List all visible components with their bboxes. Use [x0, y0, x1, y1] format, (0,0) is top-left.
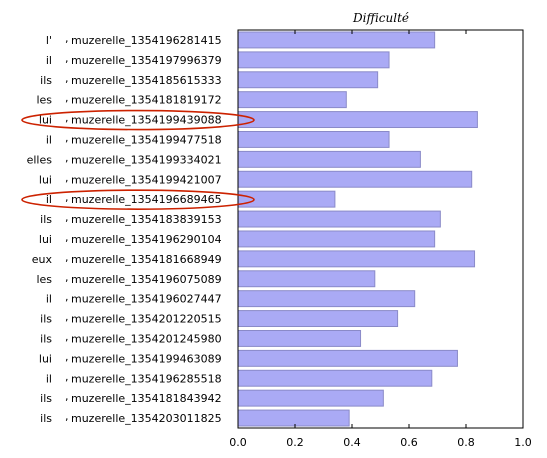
x-tick-label: 0.8: [457, 436, 475, 449]
bar: [237, 409, 350, 427]
highlight-annotations: [21, 109, 255, 210]
x-tick-label: 0.0: [229, 436, 247, 449]
row-mark: ,: [65, 151, 69, 164]
row-id-label: muzerelle_1354196285518: [71, 372, 222, 385]
row-id-label: muzerelle_1354199421007: [71, 173, 222, 186]
bar: [237, 150, 421, 168]
bar: [237, 290, 416, 308]
row-id-label: muzerelle_1354181843942: [71, 392, 222, 405]
row-mark: ,: [65, 112, 69, 125]
row-pronoun-label: ils: [40, 412, 52, 425]
row-pronoun-label: il: [46, 193, 52, 206]
row-id-label: muzerelle_1354196281415: [71, 34, 222, 47]
row-mark: ,: [65, 410, 69, 423]
row-mark: ,: [65, 171, 69, 184]
row-pronoun-label: les: [36, 273, 52, 286]
row-id-label: muzerelle_1354199463089: [71, 352, 222, 365]
bar: [237, 190, 336, 208]
row-pronoun-label: ils: [40, 392, 52, 405]
x-axis: 0.0 0.2 0.4 0.6 0.8 1.0: [229, 30, 532, 449]
row-mark: ,: [65, 370, 69, 383]
bar: [237, 349, 458, 367]
bar: [237, 130, 390, 148]
row-pronoun-label: eux: [32, 253, 53, 266]
row-mark: ,: [65, 350, 69, 363]
row-mark: ,: [65, 311, 69, 324]
x-tick-label: 0.2: [286, 436, 304, 449]
row-mark: ,: [65, 390, 69, 403]
x-tick-label: 1.0: [514, 436, 532, 449]
row-mark: ,: [65, 251, 69, 264]
row-id-label: muzerelle_1354201245980: [71, 332, 222, 345]
row-pronoun-label: ils: [40, 313, 52, 326]
row-id-label: muzerelle_1354196075089: [71, 273, 222, 286]
row-pronoun-label: lui: [39, 352, 52, 365]
bar: [237, 210, 441, 228]
row-mark: ,: [65, 32, 69, 45]
x-tick-label: 0.6: [400, 436, 418, 449]
row-pronoun-label: il: [46, 133, 52, 146]
row-id-label: muzerelle_1354199477518: [71, 133, 222, 146]
plot-frame: [237, 29, 524, 429]
row-mark: ,: [65, 92, 69, 105]
bar: [237, 270, 376, 288]
row-pronoun-label: les: [36, 94, 52, 107]
row-pronoun-label: il: [46, 54, 52, 67]
bar: [237, 170, 473, 188]
row-mark: ,: [65, 191, 69, 204]
row-pronoun-label: elles: [27, 153, 53, 166]
bar: [237, 31, 436, 49]
row-mark: ,: [65, 131, 69, 144]
bars-layer: [237, 31, 478, 427]
highlight-ellipse: [21, 109, 255, 131]
bar: [237, 91, 347, 109]
row-mark: ,: [65, 271, 69, 284]
row-mark: ,: [65, 72, 69, 85]
row-pronoun-label: il: [46, 372, 52, 385]
row-id-label: muzerelle_1354197996379: [71, 54, 222, 67]
row-id-label: muzerelle_1354181668949: [71, 253, 222, 266]
row-pronoun-label: lui: [39, 233, 52, 246]
chart-title: Difficulté: [352, 11, 409, 25]
row-mark: ,: [65, 231, 69, 244]
bar: [237, 51, 390, 69]
row-id-label: muzerelle_1354199334021: [71, 153, 222, 166]
row-id-label: muzerelle_1354201220515: [71, 313, 222, 326]
row-id-label: muzerelle_1354181819172: [71, 94, 222, 107]
row-id-label: muzerelle_1354196027447: [71, 293, 222, 306]
row-mark: ,: [65, 211, 69, 224]
row-pronoun-label: ils: [40, 332, 52, 345]
row-pronoun-label: lui: [39, 173, 52, 186]
highlight-ellipse: [21, 189, 255, 210]
row-id-label: muzerelle_1354199439088: [71, 114, 222, 127]
row-pronoun-label: ils: [40, 213, 52, 226]
row-id-label: muzerelle_1354196689465: [71, 193, 222, 206]
bar: [237, 310, 399, 328]
row-mark: ,: [65, 330, 69, 343]
x-tick-label: 0.4: [343, 436, 361, 449]
row-pronoun-label: il: [46, 293, 52, 306]
row-id-label: muzerelle_1354185615333: [71, 74, 222, 87]
bar: [237, 369, 433, 387]
bar: [237, 111, 478, 129]
row-pronoun-label: l': [46, 34, 52, 47]
row-id-label: muzerelle_1354183839153: [71, 213, 222, 226]
row-pronoun-label: lui: [39, 114, 52, 127]
row-id-label: muzerelle_1354203011825: [71, 412, 222, 425]
bar: [237, 329, 362, 347]
row-id-label: muzerelle_1354196290104: [71, 233, 222, 246]
row-mark: ,: [65, 52, 69, 65]
bar: [237, 389, 384, 407]
row-mark: ,: [65, 291, 69, 304]
row-pronoun-label: ils: [40, 74, 52, 87]
bar: [237, 230, 436, 248]
bar: [237, 71, 379, 89]
bar: [237, 250, 476, 268]
